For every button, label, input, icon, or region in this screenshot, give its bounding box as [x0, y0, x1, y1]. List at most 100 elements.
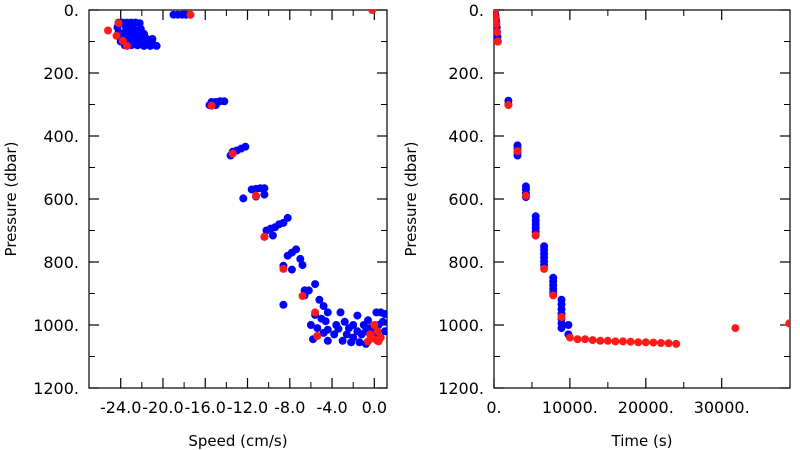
- red-data-point: [104, 26, 112, 35]
- red-data-point: [581, 335, 590, 344]
- blue-data-point: [359, 321, 368, 329]
- y-tick-label: 400.: [43, 127, 79, 146]
- x-tick-label: -20.0: [142, 398, 183, 417]
- blue-data-point: [241, 142, 250, 151]
- red-data-point: [123, 41, 131, 50]
- x-axis-title: Time (s): [611, 432, 673, 450]
- red-data-point: [641, 338, 650, 347]
- blue-data-point: [260, 184, 269, 193]
- red-data-point: [531, 231, 540, 240]
- x-tick-label: -16.0: [185, 398, 226, 417]
- panel-time-vs-pressure: 0.200.400.600.800.1000.1200.0. 10000. 2000…: [402, 1, 791, 450]
- blue-data-point: [315, 295, 324, 304]
- data-points: [104, 10, 387, 348]
- red-data-point: [494, 37, 502, 46]
- red-data-point: [573, 335, 582, 344]
- blue-data-point: [380, 310, 387, 318]
- blue-data-point: [287, 265, 296, 274]
- red-data-point: [364, 337, 372, 346]
- x-tick-label: 0.: [486, 398, 501, 417]
- red-data-point: [207, 101, 216, 110]
- x-tick-label: -4.0: [316, 398, 347, 417]
- red-data-point: [611, 337, 620, 346]
- red-data-point: [588, 336, 597, 345]
- blue-data-point: [306, 321, 315, 329]
- y-tick-label: 0.: [64, 1, 79, 20]
- red-data-point: [228, 149, 237, 158]
- y-tick-label: 200.: [448, 64, 484, 83]
- blue-data-point: [334, 324, 343, 333]
- red-data-point: [731, 324, 740, 333]
- red-data-point: [260, 232, 269, 241]
- red-data-point: [298, 292, 307, 300]
- blue-data-point: [283, 213, 292, 222]
- blue-data-point: [340, 317, 349, 326]
- blue-data-point: [323, 308, 332, 317]
- y-tick-label: 1000.: [33, 316, 79, 335]
- blue-data-point: [152, 41, 161, 50]
- y-tick-label: 600.: [43, 190, 79, 209]
- x-axis-title: Speed (cm/s): [188, 432, 287, 450]
- red-data-point: [549, 291, 558, 300]
- red-data-point: [494, 13, 500, 22]
- blue-data-point: [292, 245, 301, 254]
- y-tick-label: 1200.: [33, 379, 79, 398]
- blue-data-point: [323, 336, 332, 345]
- blue-data-point: [380, 327, 387, 336]
- y-axis-title: Pressure (dbar): [402, 142, 420, 257]
- red-data-point: [634, 338, 643, 347]
- blue-data-point: [319, 328, 328, 337]
- red-data-point: [521, 191, 530, 200]
- red-data-point: [565, 333, 574, 342]
- blue-data-point: [355, 338, 364, 347]
- red-data-point: [649, 338, 658, 347]
- red-data-point: [114, 19, 123, 28]
- data-points: [494, 10, 790, 348]
- x-tick-label: -8.0: [274, 398, 305, 417]
- blue-data-point: [260, 190, 269, 199]
- blue-data-point: [313, 324, 322, 333]
- y-tick-label: 800.: [448, 253, 484, 272]
- red-data-point: [557, 313, 566, 322]
- blue-data-point: [311, 280, 320, 289]
- blue-data-point: [268, 231, 277, 240]
- x-tick-label: -12.0: [227, 398, 268, 417]
- red-data-point: [370, 321, 379, 329]
- red-data-point: [513, 147, 522, 156]
- blue-data-point: [378, 317, 387, 326]
- blue-data-point: [319, 302, 328, 311]
- blue-data-point: [338, 336, 347, 345]
- blue-data-point: [557, 324, 566, 333]
- y-tick-label: 200.: [43, 64, 79, 83]
- red-data-point: [664, 339, 673, 348]
- blue-data-point: [342, 330, 351, 339]
- red-data-point: [596, 336, 605, 345]
- x-tick-label: 20000.: [618, 398, 674, 417]
- blue-data-point: [140, 41, 148, 50]
- blue-data-point: [353, 311, 362, 320]
- blue-data-point: [279, 300, 288, 309]
- y-tick-label: 600.: [448, 190, 484, 209]
- red-data-point: [626, 337, 635, 346]
- plot-frame: [88, 9, 388, 389]
- y-tick-label: 800.: [43, 253, 79, 272]
- red-data-point: [603, 336, 612, 345]
- blue-data-point: [146, 41, 155, 50]
- red-data-point: [373, 327, 382, 336]
- blue-data-point: [349, 321, 358, 329]
- blue-data-point: [330, 330, 339, 339]
- x-tick-label: 0.0: [362, 398, 387, 417]
- red-data-point: [619, 337, 627, 346]
- red-data-point: [785, 319, 790, 328]
- blue-data-point: [564, 321, 573, 329]
- red-data-point: [672, 339, 681, 348]
- plot-frame: [493, 9, 791, 389]
- red-data-point: [494, 28, 501, 36]
- y-tick-label: 1200.: [438, 379, 484, 398]
- x-tick-label: -24.0: [100, 398, 141, 417]
- x-tick-label: 10000.: [542, 398, 598, 417]
- y-tick-label: 400.: [448, 127, 484, 146]
- red-data-point: [504, 101, 513, 110]
- blue-data-point: [347, 338, 356, 347]
